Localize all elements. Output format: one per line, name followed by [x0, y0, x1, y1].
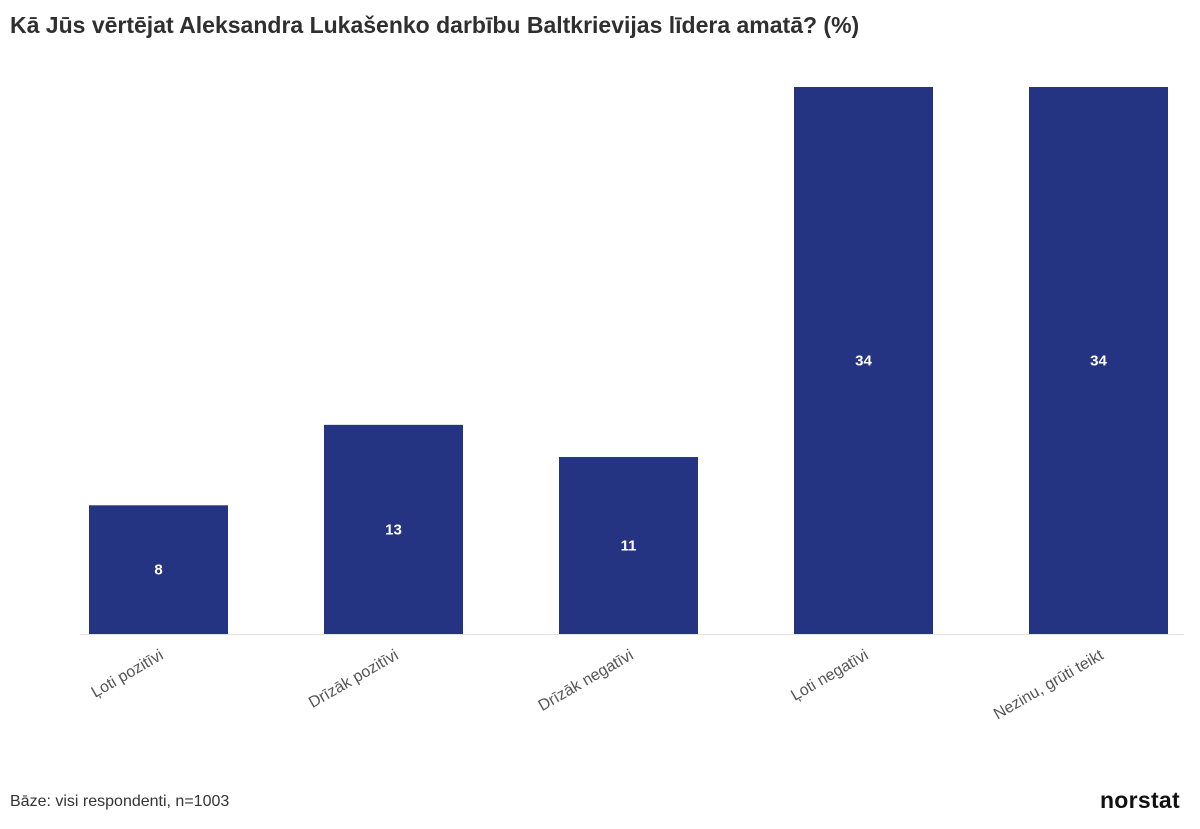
bars-layer: 8 13 11 34 34: [89, 87, 1168, 634]
category-label: Ļoti pozitīvi: [89, 647, 167, 702]
bar-value-label: 13: [385, 521, 402, 538]
bar-5: [1029, 87, 1168, 634]
category-label: Nezinu, grūti teikt: [991, 646, 1107, 723]
chart-title: Kā Jūs vērtējat Aleksandra Lukašenko dar…: [10, 12, 860, 38]
bar-value-label: 11: [621, 538, 637, 555]
category-label: Drīzāk pozitīvi: [306, 647, 402, 712]
brand-logo: norstat: [1099, 787, 1180, 813]
category-label: Ļoti negatīvi: [788, 647, 871, 705]
base-note: Bāze: visi respondenti, n=1003: [10, 793, 230, 810]
bar-4: [794, 87, 933, 634]
labels-layer: Ļoti pozitīvi Drīzāk pozitīvi Drīzāk negat…: [89, 646, 1107, 723]
bar-value-label: 34: [1090, 353, 1107, 370]
bar-1: [89, 505, 228, 634]
bar-value-label: 8: [154, 562, 162, 579]
category-label: Drīzāk negatīvi: [536, 647, 637, 715]
bar-value-label: 34: [855, 353, 872, 370]
bar-3: [559, 457, 698, 634]
bar-2: [324, 424, 463, 634]
